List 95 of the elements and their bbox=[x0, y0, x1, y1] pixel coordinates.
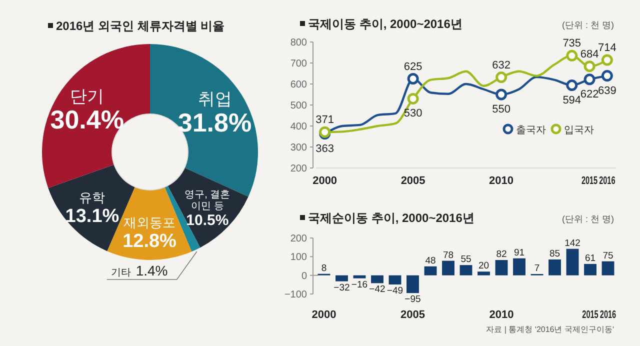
x-tick-label: 2016 bbox=[599, 175, 624, 187]
data-label: 75 bbox=[602, 250, 614, 262]
data-label: 8 bbox=[321, 262, 327, 274]
bar bbox=[406, 275, 419, 294]
data-label: 735 bbox=[562, 38, 582, 50]
data-label: −16 bbox=[351, 279, 368, 290]
donut-slice bbox=[150, 44, 258, 197]
data-label: 55 bbox=[460, 254, 472, 266]
point bbox=[566, 50, 578, 62]
data-label: 12.8% bbox=[122, 231, 177, 252]
data-label: 7 bbox=[534, 263, 540, 274]
y-tick-label: 200 bbox=[290, 234, 308, 244]
data-label: 82 bbox=[496, 249, 507, 260]
bar bbox=[336, 275, 348, 282]
data-label: 594 bbox=[562, 94, 582, 106]
data-label: 639 bbox=[598, 84, 616, 97]
x-tick-label: 2000 bbox=[312, 175, 338, 187]
bar bbox=[442, 260, 454, 276]
y-tick-label: 800 bbox=[290, 38, 308, 48]
data-label: 550 bbox=[492, 104, 510, 116]
data-label: 20 bbox=[478, 260, 490, 272]
data-label: −32 bbox=[334, 282, 350, 294]
chart-title: 국제이동 추이, 2000~2016년 bbox=[308, 17, 462, 31]
x-tick-label: 2005 bbox=[400, 309, 425, 321]
data-label: 142 bbox=[564, 238, 580, 249]
data-label: 632 bbox=[492, 59, 510, 72]
bar bbox=[602, 261, 614, 276]
data-label: 1.4% bbox=[136, 262, 168, 279]
y-tick-label: 300 bbox=[290, 142, 308, 154]
data-label: 622 bbox=[580, 88, 599, 100]
data-label: 61 bbox=[584, 252, 596, 264]
bar bbox=[460, 265, 472, 276]
x-tick-label: 2005 bbox=[400, 175, 426, 187]
y-tick-label: 0 bbox=[301, 270, 308, 282]
chart-title: 국제순이동 추이, 2000~2016년 bbox=[308, 211, 474, 225]
data-label: 78 bbox=[442, 250, 454, 261]
x-tick-label: 2000 bbox=[312, 309, 336, 321]
x-tick-label: 2010 bbox=[489, 175, 514, 187]
data-label: 13.1% bbox=[65, 206, 120, 227]
point bbox=[584, 60, 596, 72]
point bbox=[407, 73, 419, 84]
data-label: 625 bbox=[404, 60, 422, 73]
legend-label: 입국자 bbox=[564, 125, 594, 136]
slice-label: 단기 bbox=[70, 86, 104, 106]
donut-slice bbox=[42, 44, 150, 188]
legend-label: 출국자 bbox=[516, 125, 546, 136]
bar bbox=[353, 275, 366, 278]
chart-title: 2016년 외국인 체류자격별 비율 bbox=[56, 19, 225, 33]
y-tick-label: 100 bbox=[290, 252, 308, 264]
data-label: 363 bbox=[316, 142, 334, 155]
point bbox=[496, 88, 508, 100]
bar bbox=[388, 275, 402, 284]
y-tick-label: 600 bbox=[290, 80, 308, 90]
data-label: 30.4% bbox=[50, 104, 124, 134]
bar bbox=[513, 258, 526, 276]
x-tick-label: 2010 bbox=[489, 309, 514, 321]
bar bbox=[424, 266, 437, 276]
y-tick-label: 700 bbox=[290, 58, 308, 70]
y-tick-label: 200 bbox=[290, 164, 308, 174]
x-tick-label: 2016 bbox=[600, 309, 624, 321]
bar bbox=[371, 275, 384, 284]
bar bbox=[495, 260, 508, 276]
slice-label: 기타 bbox=[110, 268, 131, 279]
data-label: −42 bbox=[369, 284, 386, 296]
point bbox=[496, 72, 508, 84]
bar bbox=[566, 248, 579, 276]
text: (단위 : 천 명) bbox=[562, 20, 614, 30]
slice-label: 재외동포 bbox=[124, 215, 176, 230]
y-tick-label: −100 bbox=[284, 290, 308, 300]
point bbox=[566, 80, 578, 92]
data-label: −95 bbox=[404, 294, 421, 306]
data-label: −49 bbox=[386, 285, 404, 296]
slice-label: 유학 bbox=[79, 190, 106, 205]
bar bbox=[478, 272, 490, 276]
data-label: 684 bbox=[580, 48, 599, 60]
data-label: 48 bbox=[425, 255, 436, 266]
data-label: 371 bbox=[316, 114, 334, 126]
slice-label: 취업 bbox=[198, 90, 232, 109]
data-label: 530 bbox=[404, 108, 422, 120]
point bbox=[601, 54, 613, 66]
data-label: 714 bbox=[598, 42, 616, 54]
y-tick-label: 400 bbox=[290, 122, 308, 132]
bar bbox=[548, 259, 561, 276]
bar bbox=[584, 264, 596, 276]
data-label: 85 bbox=[549, 248, 560, 260]
point bbox=[601, 70, 613, 82]
slice-label: 영구, 결혼 이민 등 bbox=[184, 189, 230, 212]
text: (단위 : 천 명) bbox=[562, 214, 614, 224]
text: 자료 | 통계청 '2016년 국제인구이동' bbox=[486, 325, 614, 334]
data-label: 91 bbox=[514, 247, 525, 258]
y-tick-label: 500 bbox=[290, 100, 308, 112]
point bbox=[584, 74, 596, 86]
data-label: 10.5% bbox=[186, 212, 229, 230]
point bbox=[407, 92, 419, 104]
data-label: 31.8% bbox=[178, 107, 252, 138]
